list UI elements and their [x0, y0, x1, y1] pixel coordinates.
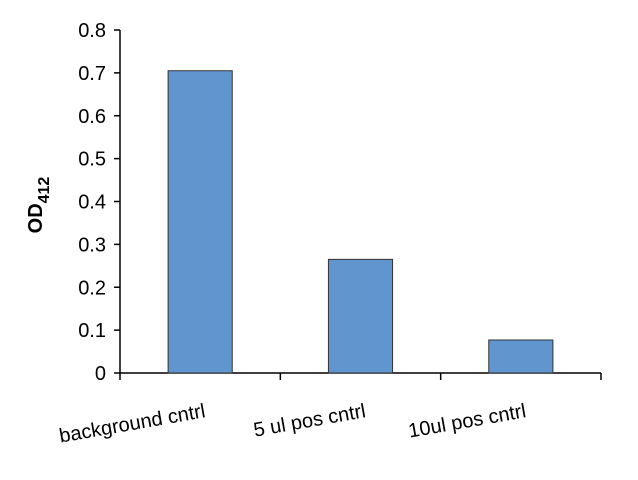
y-tick-label: 0: [95, 363, 106, 385]
y-tick-label: 0.7: [78, 63, 106, 85]
x-tick-label: 10ul pos cntrl: [407, 400, 528, 442]
y-tick-label: 0.5: [78, 149, 106, 171]
bar: [167, 70, 233, 374]
x-tick-label: background cntrl: [58, 400, 207, 447]
y-axis-label: OD412: [25, 177, 53, 234]
y-tick-label: 0.4: [78, 192, 106, 214]
y-tick-label: 0.2: [78, 277, 106, 299]
bar: [488, 339, 554, 374]
y-tick-label: 0.3: [78, 234, 106, 256]
y-tick-label: 0.8: [78, 20, 106, 42]
x-tick-label: 5 ul pos cntrl: [252, 400, 367, 441]
y-tick-label: 0.6: [78, 106, 106, 128]
y-axis-label-main: OD: [25, 203, 47, 233]
y-axis-label-subscript: 412: [36, 177, 53, 204]
y-tick-label: 0.1: [78, 320, 106, 342]
bar: [327, 258, 394, 374]
